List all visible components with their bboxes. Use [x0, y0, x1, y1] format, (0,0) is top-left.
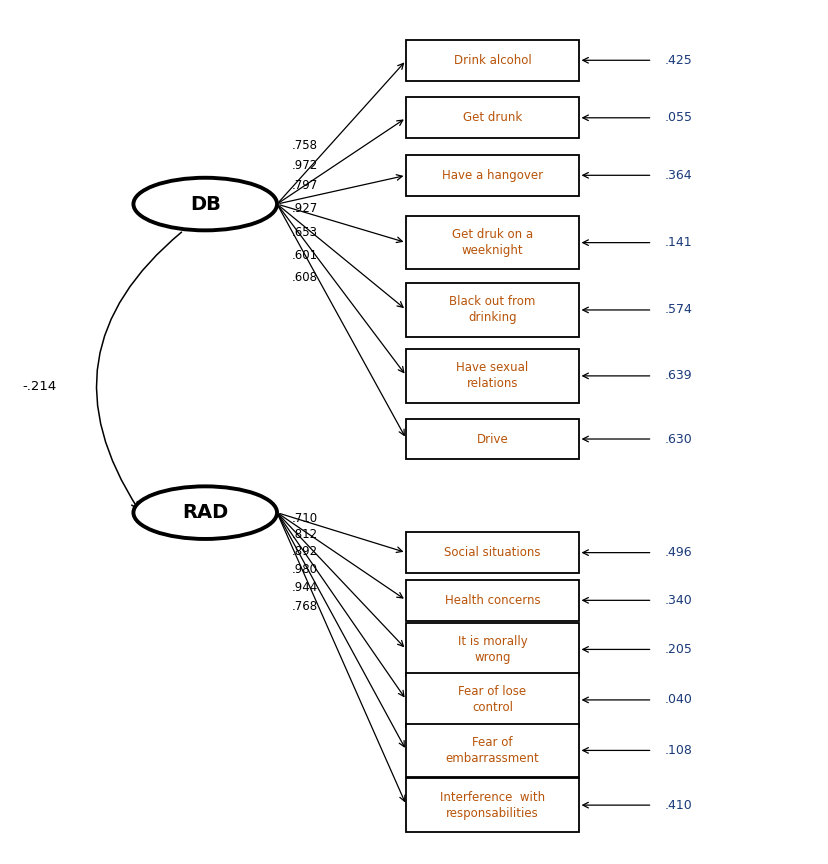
Text: .410: .410 — [664, 798, 691, 811]
Text: .653: .653 — [291, 226, 318, 239]
Ellipse shape — [133, 178, 277, 231]
Text: .108: .108 — [664, 744, 692, 757]
Bar — [406, 580, 578, 620]
Text: .601: .601 — [291, 249, 318, 262]
Text: Drive: Drive — [476, 433, 508, 446]
Text: Black out from
drinking: Black out from drinking — [449, 295, 535, 325]
Text: .205: .205 — [664, 643, 692, 656]
Bar — [406, 778, 578, 832]
Bar — [406, 724, 578, 777]
Text: It is morally
wrong: It is morally wrong — [457, 635, 527, 664]
Ellipse shape — [133, 486, 277, 539]
Text: Fear of
embarrassment: Fear of embarrassment — [445, 736, 539, 765]
Text: .812: .812 — [291, 528, 318, 541]
Text: .710: .710 — [291, 511, 318, 524]
Bar — [406, 40, 578, 80]
Text: .040: .040 — [664, 694, 692, 707]
Text: .944: .944 — [291, 581, 318, 594]
Text: Get drunk: Get drunk — [462, 111, 522, 124]
Text: .972: .972 — [291, 159, 318, 172]
Text: .574: .574 — [664, 303, 692, 316]
Text: .892: .892 — [291, 545, 318, 558]
Text: .630: .630 — [664, 433, 691, 446]
Text: Social situations: Social situations — [444, 546, 540, 559]
Text: .496: .496 — [664, 546, 691, 559]
Text: .055: .055 — [664, 111, 692, 124]
Text: .141: .141 — [664, 236, 691, 249]
Bar — [406, 216, 578, 270]
Bar — [406, 349, 578, 403]
Text: Drink alcohol: Drink alcohol — [453, 54, 531, 67]
Bar — [406, 673, 578, 727]
Bar — [406, 155, 578, 195]
Text: Interference  with
responsabilities: Interference with responsabilities — [440, 791, 544, 820]
Text: RAD: RAD — [182, 503, 228, 522]
Text: Have a hangover: Have a hangover — [441, 168, 542, 181]
Bar — [406, 623, 578, 676]
Text: .608: .608 — [291, 271, 318, 284]
Text: Get druk on a
weeknight: Get druk on a weeknight — [451, 228, 532, 257]
Text: .425: .425 — [664, 54, 691, 67]
Bar — [406, 419, 578, 460]
Text: .340: .340 — [664, 594, 691, 607]
Text: Health concerns: Health concerns — [444, 594, 540, 607]
Text: .364: .364 — [664, 168, 691, 181]
Text: Have sexual
relations: Have sexual relations — [455, 361, 528, 391]
Bar — [406, 283, 578, 337]
Text: .980: .980 — [291, 563, 318, 576]
FancyArrowPatch shape — [96, 232, 181, 509]
Text: .768: .768 — [291, 600, 318, 613]
Text: Fear of lose
control: Fear of lose control — [458, 685, 526, 715]
Bar — [406, 532, 578, 573]
Bar — [406, 98, 578, 138]
Text: -.214: -.214 — [22, 380, 56, 393]
Text: .797: .797 — [291, 179, 318, 192]
Text: DB: DB — [190, 194, 220, 213]
Text: .758: .758 — [291, 138, 318, 151]
Text: .927: .927 — [291, 202, 318, 215]
Text: .639: .639 — [664, 370, 691, 383]
